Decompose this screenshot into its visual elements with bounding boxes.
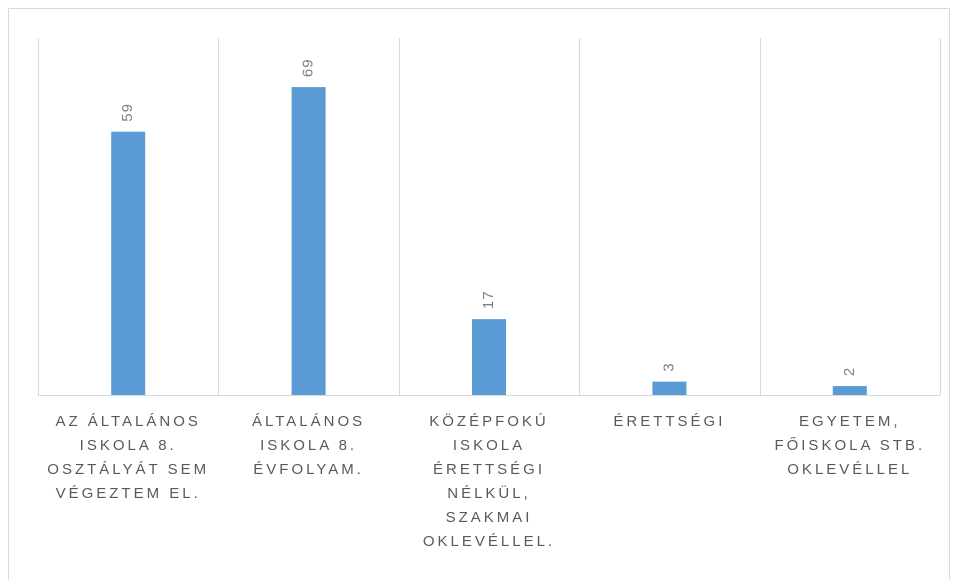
x-tick-label: KÖZÉPFOKÚ ISKOLA ÉRETTSÉGI NÉLKÜL, SZAKM… <box>422 413 556 550</box>
bar <box>111 131 146 395</box>
data-label: 59 <box>119 103 136 122</box>
bar <box>472 319 506 395</box>
data-label: 17 <box>480 290 497 309</box>
bar <box>832 386 867 395</box>
data-label: 69 <box>300 58 317 77</box>
bar <box>291 87 326 396</box>
data-label: 3 <box>660 362 677 371</box>
x-tick-label: AZ ÁLTALÁNOS ISKOLA 8. OSZTÁLYÁT SEM VÉG… <box>47 413 210 502</box>
x-tick-label: ÉRETTSÉGI <box>613 413 726 430</box>
x-tick-label: ÁLTALÁNOS ISKOLA 8. ÉVFOLYAM. <box>252 413 366 478</box>
x-tick-label: EGYETEM, FŐISKOLA STB. OKLEVÉLLEL <box>774 413 926 478</box>
bar <box>652 381 687 395</box>
data-label: 2 <box>841 367 858 376</box>
